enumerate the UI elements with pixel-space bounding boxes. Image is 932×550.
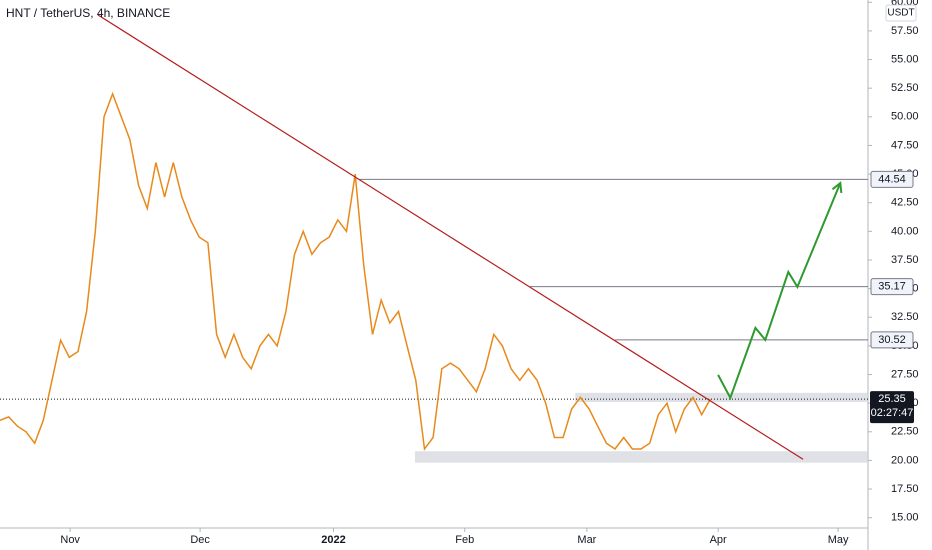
arrow-head <box>831 181 843 194</box>
y-tick-label: 17.50 <box>891 483 919 495</box>
zone <box>414 451 868 463</box>
x-tick-label: Dec <box>190 534 210 546</box>
level-tag <box>870 170 914 188</box>
y-tick-label: 27.50 <box>891 368 919 380</box>
y-tick-label: 40.00 <box>891 225 919 237</box>
currency-label: USDT <box>887 8 914 19</box>
y-tick-label: 52.50 <box>891 82 919 94</box>
x-tick-label: Feb <box>455 534 474 546</box>
y-tick-label: 50.00 <box>891 111 919 123</box>
countdown-label: 02:27:47 <box>871 407 914 419</box>
level-tag <box>870 331 914 349</box>
level-tag-label: 44.54 <box>878 173 906 185</box>
y-tick-label: 32.50 <box>891 311 919 323</box>
level-tag-label: 35.17 <box>878 281 906 293</box>
level-tag <box>870 278 914 296</box>
x-tick-label: 2022 <box>321 534 345 546</box>
x-tick-label: Apr <box>710 534 727 546</box>
x-tick-label: May <box>828 534 849 546</box>
y-tick-label: 47.50 <box>891 139 919 151</box>
level-tag-label: 30.52 <box>878 334 906 346</box>
currency-box <box>885 4 917 22</box>
chart-title: HNT / TetherUS, 4h, BINANCE <box>6 6 170 20</box>
y-tick-label: 20.00 <box>891 454 919 466</box>
zone <box>575 392 868 403</box>
y-tick-label: 60.00 <box>891 0 919 8</box>
projection-arrow <box>717 182 842 401</box>
y-tick-label: 37.50 <box>891 254 919 266</box>
price-line <box>0 91 711 451</box>
last-price-tag <box>870 391 914 424</box>
x-tick-label: Nov <box>60 534 80 546</box>
last-price-label: 25.35 <box>878 393 906 405</box>
x-tick-label: Mar <box>577 534 596 546</box>
trendline <box>97 14 804 460</box>
y-tick-label: 15.00 <box>891 512 919 524</box>
y-tick-label: 57.50 <box>891 25 919 37</box>
y-tick-label: 42.50 <box>891 197 919 209</box>
y-tick-label: 22.50 <box>891 426 919 438</box>
y-tick-label: 55.00 <box>891 53 919 65</box>
